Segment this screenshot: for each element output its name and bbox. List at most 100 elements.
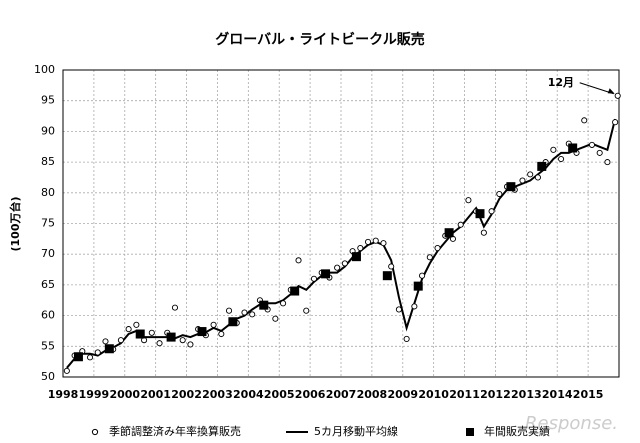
- y-tick-label: 50: [41, 370, 55, 383]
- legend-label: 5カ月移動平均線: [314, 424, 398, 438]
- data-point: [179, 337, 186, 344]
- data-point: [403, 335, 410, 342]
- annual-marker: [444, 228, 454, 238]
- data-point: [280, 300, 287, 307]
- legend-symbol: [91, 428, 99, 436]
- legend-label: 季節調整済み年率換算販売: [109, 424, 241, 438]
- data-point: [310, 275, 318, 282]
- data-point: [341, 260, 348, 267]
- y-tick-label: 75: [41, 217, 55, 230]
- legend-symbol: [466, 428, 474, 436]
- data-point: [426, 254, 433, 261]
- watermark: Response.: [525, 413, 618, 434]
- annotation-arrow: [579, 82, 614, 95]
- x-tick-label: 2004: [233, 388, 264, 401]
- data-point: [596, 149, 603, 156]
- data-point: [496, 190, 503, 198]
- y-tick-label: 60: [41, 309, 55, 322]
- data-point: [210, 321, 217, 328]
- data-point: [380, 240, 387, 247]
- annual-marker: [290, 286, 300, 296]
- annual-marker: [537, 161, 547, 171]
- annual-marker: [104, 344, 114, 354]
- annual-marker: [351, 252, 361, 262]
- y-tick-label: 65: [41, 278, 55, 291]
- data-point: [364, 238, 372, 245]
- x-tick-label: 2014: [542, 388, 573, 401]
- data-point: [434, 245, 441, 252]
- data-point: [395, 306, 402, 313]
- data-point: [550, 146, 557, 153]
- annual-marker: [568, 143, 578, 153]
- x-tick-label: 2000: [109, 388, 140, 401]
- y-tick-label: 55: [41, 339, 55, 352]
- data-point: [357, 245, 364, 252]
- data-point: [411, 303, 418, 310]
- data-point: [534, 174, 541, 181]
- x-tick-label: 2003: [202, 388, 233, 401]
- y-tick-label: 80: [41, 186, 55, 199]
- data-point: [334, 264, 341, 271]
- data-point: [148, 329, 155, 336]
- data-point: [225, 307, 233, 314]
- data-point: [218, 330, 225, 338]
- annotation: 12月: [548, 76, 574, 89]
- annual-marker: [197, 327, 207, 337]
- data-point: [272, 315, 279, 322]
- data-point: [86, 354, 94, 361]
- data-point: [372, 237, 379, 244]
- data-point: [303, 307, 310, 314]
- x-tick-label: 2009: [387, 388, 418, 401]
- data-point: [612, 119, 619, 126]
- data-point: [465, 197, 472, 204]
- data-point: [457, 221, 464, 228]
- data-point: [488, 208, 495, 215]
- data-point: [604, 159, 611, 166]
- x-tick-label: 2010: [418, 388, 449, 401]
- data-point: [63, 367, 70, 374]
- annual-marker: [475, 209, 485, 219]
- x-tick-label: 2013: [511, 388, 542, 401]
- annual-marker: [228, 317, 238, 327]
- data-point: [581, 117, 588, 124]
- annual-marker: [382, 271, 392, 281]
- data-point: [388, 263, 395, 270]
- data-point: [419, 272, 426, 279]
- data-point: [117, 337, 124, 344]
- data-point: [171, 304, 179, 311]
- y-tick-label: 90: [41, 124, 55, 137]
- x-tick-label: 1998: [48, 388, 79, 401]
- data-point: [527, 171, 534, 178]
- annual-marker: [321, 269, 331, 279]
- annual-marker: [506, 182, 516, 192]
- data-point: [187, 341, 194, 348]
- x-tick-label: 2015: [573, 388, 604, 401]
- x-tick-label: 2005: [264, 388, 295, 401]
- x-tick-label: 2007: [326, 388, 357, 401]
- x-tick-label: 2008: [357, 388, 388, 401]
- x-tick-label: 2006: [295, 388, 326, 401]
- x-tick-label: 2002: [171, 388, 202, 401]
- x-tick-label: 2001: [140, 388, 171, 401]
- annotation-arrowhead: [607, 88, 615, 94]
- data-point: [480, 229, 487, 236]
- annual-marker: [166, 332, 176, 342]
- y-tick-label: 95: [41, 94, 55, 107]
- legend-label: 年間販売実績: [484, 424, 550, 438]
- data-point: [156, 340, 163, 347]
- data-point: [558, 155, 565, 163]
- data-point: [614, 92, 621, 99]
- data-point: [588, 141, 596, 148]
- data-point: [241, 309, 248, 316]
- annual-marker: [73, 352, 83, 362]
- data-point: [94, 349, 101, 356]
- annual-marker: [259, 300, 269, 310]
- y-tick-label: 70: [41, 247, 55, 260]
- y-tick-label: 85: [41, 155, 55, 168]
- data-point: [102, 338, 109, 345]
- x-tick-label: 2011: [449, 388, 480, 401]
- data-point: [125, 326, 132, 333]
- x-tick-label: 1999: [79, 388, 110, 401]
